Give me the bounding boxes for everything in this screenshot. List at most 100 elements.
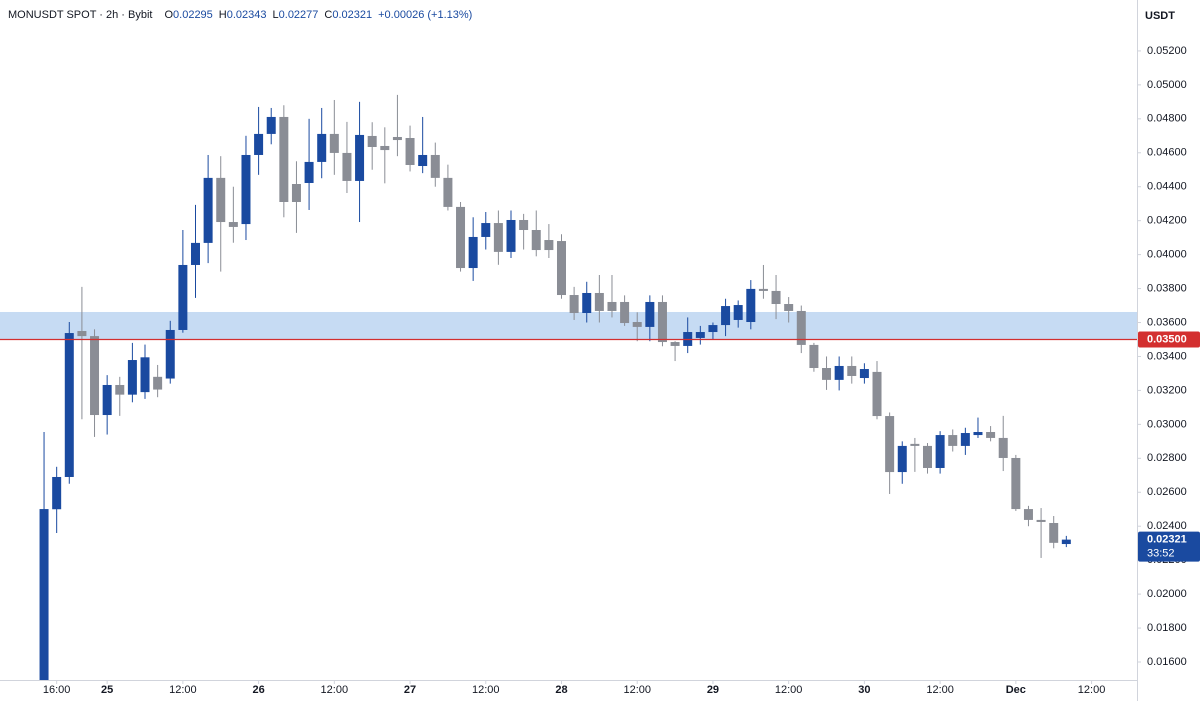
price-tag-label: 0.02321 [1147,534,1187,546]
candle-body [430,154,440,178]
candle-body [380,145,390,151]
ohlc-label: H [219,9,227,21]
x-tick-label: 12:00 [321,684,349,696]
y-tick-label: 0.02000 [1147,588,1187,600]
x-tick-label: 27 [404,684,416,696]
candle-body [153,376,163,390]
y-tick-label: 0.04400 [1147,181,1187,193]
candle-body [228,222,238,227]
candle-body [847,365,857,376]
candle-body [115,384,125,395]
candle-body [64,333,74,477]
y-axis-unit: USDT [1145,10,1175,22]
ohlc-value: 0.02343 [227,9,267,21]
candle-body [304,161,314,183]
x-tick-label: Dec [1006,684,1026,696]
candle-body [746,288,756,323]
candle-body [897,445,907,473]
ohlc-label: L [273,9,279,21]
x-tick-label: 16:00 [43,684,71,696]
header: MONUSDT SPOT · 2h · Bybit O 0.02295 H 0.0234… [8,9,472,21]
candle-body [721,306,731,326]
candle-body [481,223,491,237]
candle-body [582,292,592,314]
candle-body [809,344,819,369]
candle-body [1061,539,1071,545]
y-tick-label: 0.04200 [1147,215,1187,227]
candle-body [90,336,100,416]
y-tick-label: 0.01600 [1147,656,1187,668]
y-tick-label: 0.02800 [1147,452,1187,464]
candle-body [418,154,428,167]
level-tag-label: 0.03500 [1147,333,1187,345]
candle-body [190,242,200,265]
y-tick-label: 0.04600 [1147,147,1187,159]
candle-body [822,368,832,380]
candle-body [594,292,604,311]
candle-body [948,435,958,446]
candle-body [279,116,289,202]
ohlc-label: C [324,9,332,21]
candle-body [935,435,945,468]
price-tag-countdown: 33:52 [1147,548,1175,560]
candle-body [77,331,87,337]
candle-body [872,371,882,417]
candle-body [859,369,869,379]
candle-body [922,445,932,468]
candle-body [493,223,503,252]
x-tick-label: 30 [858,684,870,696]
y-tick-label: 0.03400 [1147,350,1187,362]
axes: 0.016000.018000.020000.022000.024000.026… [43,45,1200,696]
candle-body [102,384,112,416]
candle-body [140,357,150,393]
y-tick-label: 0.01800 [1147,622,1187,634]
candle-body [607,301,617,311]
candle-body [998,437,1008,458]
candle-body [203,177,213,243]
candle-body [405,138,415,165]
y-tick-label: 0.05200 [1147,45,1187,57]
x-tick-label: 26 [252,684,264,696]
candle-body [632,322,642,327]
zone [0,311,1137,340]
candle-body [910,443,920,446]
candle-body [670,342,680,346]
candle-body [784,304,794,311]
ohlc-value: 0.02321 [332,9,372,21]
candle-body [1049,522,1059,543]
candle-body [960,433,970,446]
candle-body [1036,519,1046,522]
ohlc-value: 0.02277 [279,9,319,21]
candle-body [973,432,983,436]
y-tick-label: 0.02600 [1147,486,1187,498]
chart-title: MONUSDT SPOT · 2h · Bybit [8,9,152,21]
price-tag [1138,531,1200,562]
candle-body [986,432,996,438]
level-tag [1138,331,1200,348]
candle-body [165,329,175,379]
y-tick-label: 0.02400 [1147,520,1187,532]
candle-body [216,177,226,223]
candle-body [544,240,554,251]
candle-body [456,206,466,269]
candle-body [342,152,352,181]
candle-body [645,301,655,327]
candle-body [241,154,251,225]
candle-body [317,133,327,162]
candle-body [834,365,844,380]
x-tick-label: 12:00 [775,684,803,696]
candle-body [771,290,781,305]
candle-body [39,509,49,680]
candle-body [556,241,566,296]
y-tick-label: 0.05000 [1147,79,1187,91]
x-tick-label: 12:00 [169,684,197,696]
candle-body [443,177,453,207]
candle-body [266,116,276,134]
candle-body [468,236,478,269]
candle-body [1023,509,1033,520]
candle-body [733,305,743,320]
candle-body [695,332,705,338]
candle-body [291,184,301,202]
candle-body [657,301,667,343]
